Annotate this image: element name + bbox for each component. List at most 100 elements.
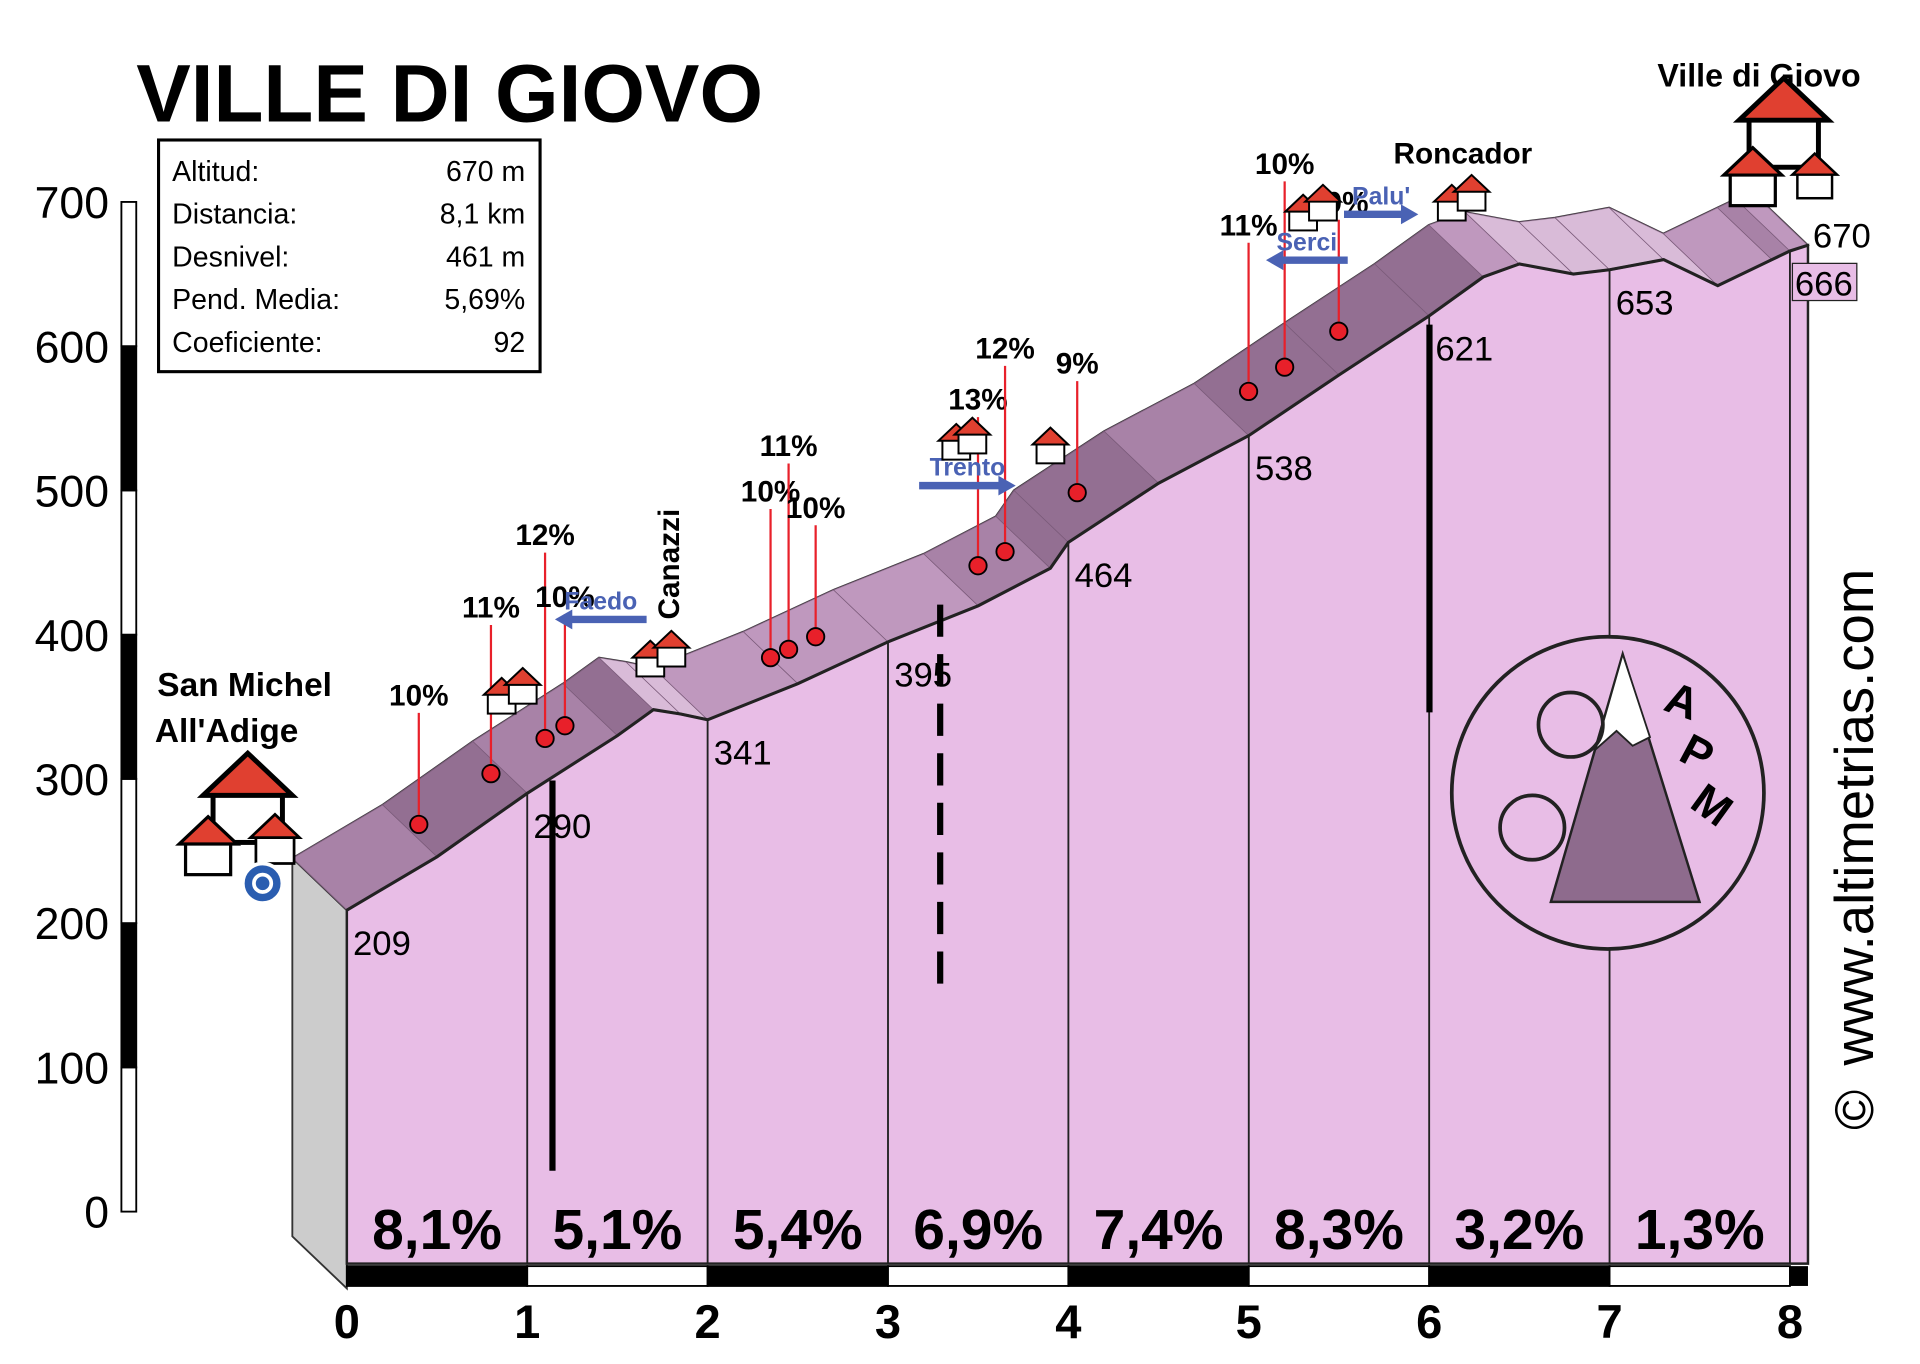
km-bar — [706, 1265, 889, 1287]
house-roof — [1302, 183, 1344, 203]
info-label: Altitud: — [172, 156, 259, 188]
altitude-label: 290 — [533, 808, 591, 846]
logo-mountain — [1549, 649, 1702, 904]
direction-arrowhead — [998, 475, 1016, 496]
direction-arrowhead — [1400, 204, 1419, 225]
house-icon — [175, 814, 242, 877]
house-wall — [1308, 199, 1338, 222]
house-roof — [952, 416, 993, 436]
house-wall — [1728, 171, 1777, 208]
altitude-label: 538 — [1255, 450, 1313, 488]
steep-label: 13% — [948, 384, 1007, 417]
house-roof — [1719, 145, 1786, 177]
y-axis-stripe — [120, 489, 138, 636]
km-bar — [1608, 1265, 1791, 1287]
steep-dot — [1329, 321, 1349, 341]
place-label: All'Adige — [155, 713, 299, 750]
house-icon — [1302, 183, 1344, 222]
place-label: Canazzi — [653, 509, 686, 620]
steep-dot — [806, 627, 826, 647]
km-bar — [887, 1265, 1070, 1287]
steep-dot — [1275, 357, 1295, 377]
steep-dot — [760, 648, 781, 668]
y-tick-label: 400 — [35, 612, 109, 661]
segment-gradient: 1,3% — [1635, 1198, 1765, 1262]
house-icon — [1789, 151, 1841, 200]
house-icon — [1030, 426, 1071, 465]
y-axis-stripe — [120, 1066, 138, 1213]
house-icon — [247, 812, 303, 865]
y-axis-stripe — [120, 922, 138, 1069]
info-label: Desnivel: — [172, 241, 289, 273]
y-axis-stripe — [120, 201, 138, 348]
steep-label: 10% — [1255, 148, 1314, 181]
copyright: © — [1824, 1090, 1885, 1130]
x-tick-label: 5 — [1236, 1295, 1262, 1348]
km-bar — [1247, 1265, 1431, 1287]
km-bar — [526, 1265, 709, 1287]
roundabout — [240, 861, 285, 905]
steep-label: 9% — [1056, 348, 1099, 381]
segment-gradient: 8,3% — [1274, 1198, 1404, 1262]
chart-title: VILLE DI GIOVO — [136, 48, 763, 139]
profile-side — [291, 855, 348, 1291]
x-tick-label: 6 — [1416, 1295, 1442, 1348]
steep-dot — [1067, 483, 1087, 503]
house-wall — [1035, 442, 1066, 465]
house-icon — [1719, 145, 1786, 208]
segment-gradient: 6,9% — [913, 1198, 1043, 1262]
steep-dot — [778, 639, 799, 659]
house-roof — [651, 629, 692, 649]
steep-label: 10% — [741, 476, 800, 509]
y-axis-stripe — [120, 345, 138, 492]
info-value: 92 — [494, 327, 526, 359]
house-wall — [1796, 172, 1834, 200]
segment-gradient: 8,1% — [372, 1198, 502, 1262]
info-value: 5,69% — [444, 284, 525, 316]
steep-label: 10% — [786, 492, 845, 525]
house-wall — [1456, 189, 1487, 212]
logo-wheel — [1536, 690, 1605, 759]
steep-label: 12% — [975, 332, 1034, 365]
steep-label: 12% — [515, 519, 574, 552]
direction-arrowhead — [554, 609, 573, 630]
steep-label: 11% — [760, 430, 818, 463]
altitude-label: 653 — [1616, 284, 1674, 322]
y-tick-label: 600 — [35, 323, 109, 372]
direction-label: Faedo — [564, 589, 637, 616]
steep-dot — [1238, 381, 1259, 402]
y-tick-label: 300 — [35, 756, 109, 805]
steep-label: 11% — [1220, 209, 1278, 242]
info-label: Coeficiente: — [172, 327, 322, 359]
y-tick-label: 100 — [35, 1044, 109, 1093]
roundabout-ring — [252, 872, 274, 894]
house-roof — [196, 749, 299, 798]
steep-dot — [535, 728, 555, 749]
x-tick-label: 8 — [1777, 1295, 1803, 1348]
y-tick-label: 0 — [84, 1189, 109, 1238]
steep-label: 10% — [389, 679, 448, 712]
steep-dot — [555, 716, 575, 736]
house-wall — [254, 834, 296, 865]
direction-label: Serci — [1277, 229, 1338, 256]
x-tick-label: 0 — [334, 1295, 360, 1348]
x-tick-label: 1 — [514, 1295, 540, 1348]
x-tick-label: 3 — [875, 1295, 901, 1348]
info-label: Distancia: — [172, 199, 297, 231]
altitude-box — [1791, 262, 1858, 302]
house-wall — [957, 432, 988, 455]
y-tick-label: 200 — [35, 900, 109, 949]
altitude-label: 209 — [353, 925, 411, 963]
km-bar — [1789, 1266, 1808, 1286]
x-tick-label: 4 — [1055, 1295, 1081, 1348]
segment-gradient: 5,1% — [552, 1198, 682, 1262]
altitude-label: 670 — [1813, 218, 1871, 256]
direction-label: Palu' — [1352, 183, 1410, 210]
house-roof — [1789, 151, 1841, 176]
steep-label: 10% — [535, 581, 594, 614]
y-tick-label: 700 — [35, 179, 109, 228]
segment-gradient: 5,4% — [733, 1198, 863, 1262]
altitude-label: 464 — [1075, 557, 1133, 595]
